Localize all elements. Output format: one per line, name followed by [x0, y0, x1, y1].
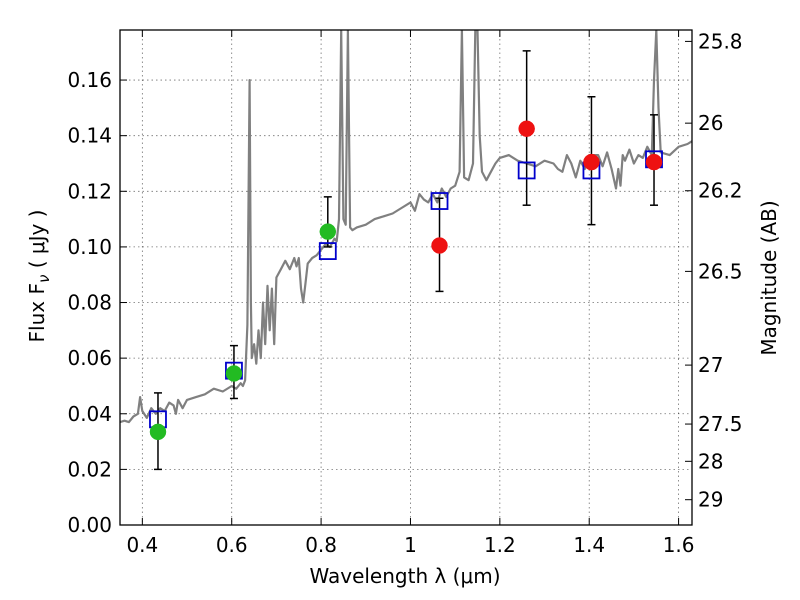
- observed-point: [583, 153, 600, 171]
- observed-point: [431, 237, 448, 254]
- right-tick-label: 26.5: [698, 259, 743, 283]
- plot-layer: [120, 30, 692, 471]
- tick-layer: 0.4 0.6 0.8 1 1.2 1.4 1.6 0.00 0.02 0.04 0.06 0.08 0…: [67, 29, 742, 557]
- observed-point: [645, 153, 663, 171]
- right-axis-label: Magnitude (AB): [757, 200, 781, 355]
- y-tick-label: 0.04: [67, 402, 112, 426]
- x-tick-label: 1.4: [573, 533, 605, 557]
- y-tick-label: 0.00: [67, 513, 112, 537]
- observed-point: [225, 365, 243, 382]
- x-tick-label: 0.6: [216, 533, 248, 557]
- y-axis-label-sub: ν: [35, 275, 53, 283]
- y-tick-label: 0.08: [67, 291, 112, 315]
- y-tick-label: 0.12: [67, 179, 112, 203]
- plot-frame: [119, 29, 693, 526]
- y-axis-label-unit: ( μJy ): [25, 210, 49, 275]
- right-tick-label: 25.8: [698, 29, 743, 53]
- y-tick-label: 0.10: [67, 235, 112, 259]
- right-tick-label: 26.2: [698, 179, 743, 203]
- model-photometry-square: [318, 242, 337, 260]
- spectrum-line: [120, 30, 692, 424]
- y-tick-label: 0.16: [67, 68, 112, 92]
- right-tick-label: 27.5: [698, 412, 743, 436]
- right-tick-label: 29: [698, 488, 723, 512]
- model-photometry-square: [517, 161, 536, 180]
- model-photometry-square: [430, 192, 449, 210]
- grid-layer: [120, 30, 692, 526]
- y-tick-label: 0.02: [67, 457, 112, 481]
- x-tick-label: 1.6: [663, 533, 695, 557]
- y-tick-label: 0.06: [67, 346, 112, 370]
- right-tick-label: 26: [698, 111, 723, 135]
- y-tick-label: 0.14: [67, 124, 112, 148]
- y-axis-label-main: Flux F: [25, 283, 49, 342]
- x-tick-label: 1.2: [484, 533, 516, 557]
- observed-point: [518, 120, 535, 137]
- observed-point: [149, 423, 167, 441]
- right-tick-label: 27: [698, 353, 723, 377]
- x-tick-label: 1: [404, 533, 417, 557]
- y-axis-label: Flux Fν ( μJy ): [25, 210, 53, 343]
- x-axis-label: Wavelength λ (μm): [309, 564, 500, 588]
- x-tick-label: 0.8: [305, 533, 337, 557]
- right-tick-label: 28: [698, 449, 723, 473]
- x-tick-label: 0.4: [126, 533, 158, 557]
- observed-point: [319, 223, 337, 240]
